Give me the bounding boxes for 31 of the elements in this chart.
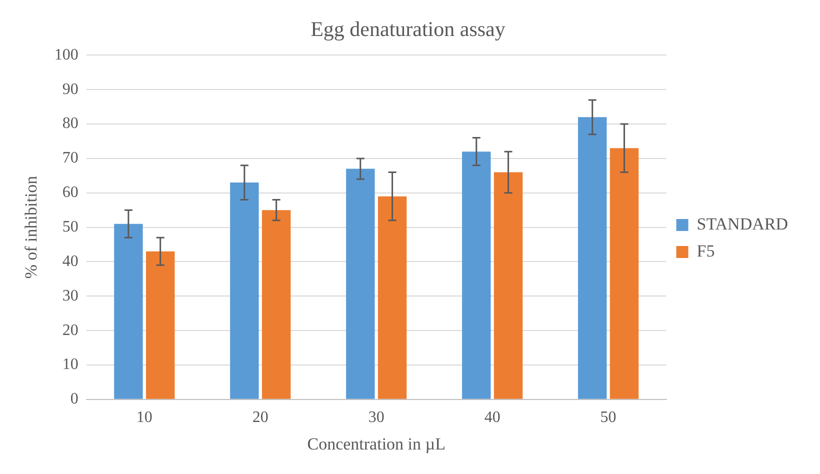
y-tick-label: 90 bbox=[62, 80, 78, 98]
y-tick-label: 30 bbox=[62, 287, 78, 304]
bar bbox=[578, 117, 607, 399]
y-tick-label: 60 bbox=[62, 184, 78, 202]
y-tick-label: 100 bbox=[54, 46, 78, 64]
y-tick-label: 10 bbox=[62, 356, 78, 374]
bar bbox=[146, 251, 175, 399]
y-tick-label: 20 bbox=[62, 322, 78, 339]
x-tick-label: 50 bbox=[600, 409, 616, 426]
x-tick-label: 30 bbox=[368, 409, 384, 426]
x-tick-label: 20 bbox=[252, 409, 268, 426]
bar bbox=[346, 168, 375, 399]
bar bbox=[494, 172, 523, 399]
bar bbox=[378, 196, 407, 399]
y-tick-label: 40 bbox=[62, 252, 78, 270]
y-tick-label: 0 bbox=[70, 390, 78, 408]
bar bbox=[610, 148, 639, 399]
bar bbox=[462, 152, 491, 399]
bar bbox=[230, 182, 259, 399]
x-tick-label: 40 bbox=[484, 409, 500, 426]
legend-label: STANDARD bbox=[696, 214, 788, 234]
y-tick-label: 70 bbox=[62, 150, 78, 167]
chart-title: Egg denaturation assay bbox=[310, 17, 506, 42]
y-axis-title: % of inhibition bbox=[22, 175, 41, 279]
bar bbox=[114, 224, 143, 399]
x-tick-label: 10 bbox=[136, 409, 152, 426]
y-tick-label: 80 bbox=[62, 115, 78, 132]
x-axis-title: Concentration in µL bbox=[307, 434, 446, 454]
bar bbox=[262, 210, 291, 399]
y-tick-label: 50 bbox=[62, 218, 78, 236]
legend-label: F5 bbox=[696, 241, 715, 260]
